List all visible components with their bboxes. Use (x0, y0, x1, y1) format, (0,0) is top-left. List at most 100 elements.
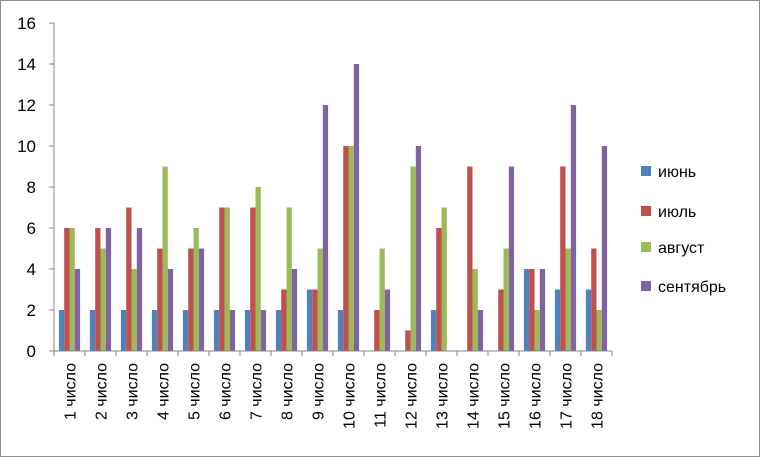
bar-август-15 (503, 248, 509, 351)
bar-сентябрь-18 (601, 146, 608, 351)
bar-июнь-18 (585, 289, 592, 351)
bar-сентябрь-5 (198, 248, 205, 351)
bar-июль-1 (64, 228, 70, 351)
bar-июнь-2 (89, 310, 96, 351)
bar-август-17 (565, 248, 571, 351)
bar-июнь-16 (523, 269, 530, 351)
bar-сентябрь-16 (539, 269, 546, 351)
legend: июнь июль август сентябрь (641, 164, 726, 296)
bar-июнь-7 (244, 310, 251, 351)
bar-август-13 (441, 207, 447, 351)
bar-август-12 (410, 166, 416, 351)
x-tick-label: 6 число (218, 363, 235, 420)
x-tick-label: 11 число (373, 363, 390, 428)
bar-август-11 (379, 248, 385, 351)
bar-август-3 (131, 269, 137, 351)
bar-сентябрь-1 (74, 269, 81, 351)
bar-июль-16 (529, 269, 535, 351)
legend-swatch-август (641, 242, 651, 252)
x-tick-label: 4 число (156, 363, 173, 420)
bars (58, 64, 608, 351)
bar-август-5 (193, 228, 199, 351)
bar-июнь-13 (430, 310, 437, 351)
bar-август-14 (472, 269, 478, 351)
legend-label: август (658, 240, 705, 257)
x-tick-label: 7 число (249, 363, 266, 420)
x-tick-label: 16 число (528, 363, 545, 429)
bar-июль-8 (281, 289, 287, 351)
bar-июнь-3 (120, 310, 127, 351)
x-tick-label: 3 число (125, 363, 142, 420)
bar-сентябрь-9 (322, 105, 329, 351)
bar-июль-11 (374, 310, 380, 351)
bar-сентябрь-15 (508, 166, 515, 351)
x-tick-label: 13 число (435, 363, 452, 429)
bar-август-18 (596, 310, 602, 351)
bar-июль-14 (467, 166, 473, 351)
y-tick-label: 14 (17, 55, 36, 74)
x-tick-label: 17 число (559, 363, 576, 429)
bar-сентябрь-14 (477, 310, 484, 351)
bar-август-8 (286, 207, 292, 351)
bar-август-4 (162, 166, 168, 351)
x-tick-label: 15 число (497, 363, 514, 429)
bar-июль-17 (560, 166, 566, 351)
bar-июнь-6 (213, 310, 220, 351)
y-axis: 0 2 4 6 8 10 12 14 16 (17, 14, 55, 361)
x-tick-label: 12 число (404, 363, 421, 429)
y-tick-label: 4 (27, 260, 36, 279)
bar-сентябрь-6 (229, 310, 236, 351)
bar-сентябрь-17 (570, 105, 577, 351)
bar-сентябрь-7 (260, 310, 267, 351)
x-tick-label: 18 число (590, 363, 607, 429)
x-tick-label: 14 число (466, 363, 483, 429)
bar-июль-5 (188, 248, 194, 351)
bar-июнь-4 (151, 310, 158, 351)
bar-июнь-5 (182, 310, 189, 351)
x-tick-label: 8 число (280, 363, 297, 420)
bar-июнь-10 (337, 310, 344, 351)
bar-август-10 (348, 146, 354, 351)
bar-сентябрь-3 (136, 228, 143, 351)
bar-июль-9 (312, 289, 318, 351)
bar-июль-2 (95, 228, 101, 351)
x-tick-label: 1 число (63, 363, 80, 420)
y-tick-label: 6 (27, 219, 36, 238)
bar-сентябрь-10 (353, 64, 360, 351)
bar-июнь-8 (275, 310, 282, 351)
x-tick-label: 10 число (342, 363, 359, 429)
bar-июль-6 (219, 207, 225, 351)
legend-swatch-июль (641, 206, 651, 216)
x-axis: 1 число 2 число 3 число 4 число 5 число 6 чис… (53, 350, 613, 429)
bar-август-6 (224, 207, 230, 351)
bar-сентябрь-2 (105, 228, 112, 351)
bar-август-9 (317, 248, 323, 351)
bar-июль-12 (405, 330, 411, 351)
bar-август-1 (69, 228, 75, 351)
bar-июль-18 (591, 248, 597, 351)
y-tick-label: 10 (17, 137, 36, 156)
legend-swatch-июнь (641, 166, 651, 176)
legend-label: июль (658, 204, 696, 221)
bar-июль-13 (436, 228, 442, 351)
bar-сентябрь-4 (167, 269, 174, 351)
x-tick-label: 2 число (94, 363, 111, 420)
x-tick-label: 9 число (311, 363, 328, 420)
bar-август-16 (534, 310, 540, 351)
x-tick-label: 5 число (187, 363, 204, 420)
bar-июль-15 (498, 289, 504, 351)
bar-июнь-9 (306, 289, 313, 351)
bar-август-2 (100, 248, 106, 351)
y-tick-label: 2 (27, 301, 36, 320)
bar-сентябрь-12 (415, 146, 422, 351)
y-tick-label: 0 (27, 342, 36, 361)
legend-swatch-сентябрь (641, 281, 651, 291)
bar-сентябрь-8 (291, 269, 298, 351)
bar-июль-3 (126, 207, 132, 351)
legend-label: июнь (658, 164, 696, 181)
bar-июнь-17 (554, 289, 561, 351)
y-tick-label: 8 (27, 178, 36, 197)
bar-июль-7 (250, 207, 256, 351)
legend-label: сентябрь (658, 279, 726, 296)
